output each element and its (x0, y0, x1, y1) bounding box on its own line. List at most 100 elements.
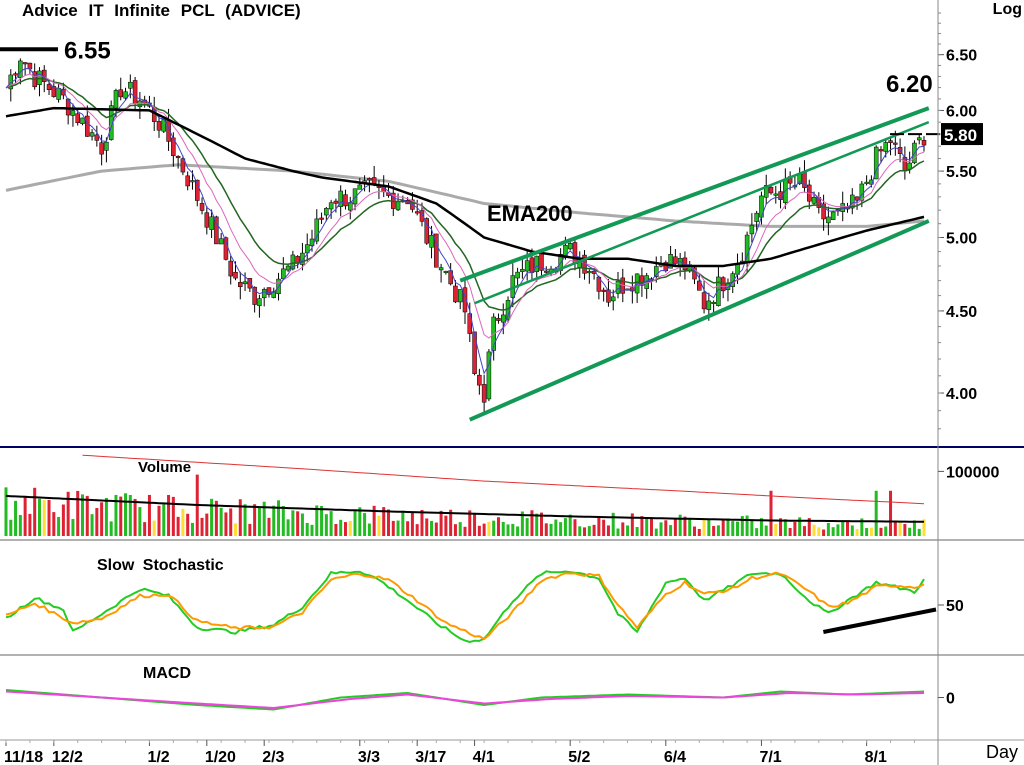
candle-body (481, 384, 487, 403)
candle-body (18, 60, 23, 78)
candle (314, 209, 320, 245)
candle-body (190, 180, 195, 183)
candle (242, 272, 248, 292)
volume-bar (583, 527, 587, 536)
candle (544, 266, 549, 274)
candle (916, 134, 922, 145)
volume-bar (788, 527, 792, 536)
candle (37, 67, 42, 97)
volume-bar (205, 513, 209, 536)
candle-body (8, 74, 14, 90)
axes: 6.50 6.00 5.50 5.00 4.50 4.00 100000 50 0 11/18 12… (4, 0, 999, 765)
candle-body (328, 202, 334, 210)
candle-body (209, 216, 214, 230)
candle-body (56, 88, 61, 100)
candle (128, 74, 133, 99)
volume-bar (865, 528, 869, 536)
x-tick-label: 6/4 (664, 749, 686, 765)
candle-body (314, 218, 320, 242)
volume-bar (707, 519, 711, 536)
volume-bar (114, 494, 118, 536)
candles (8, 58, 927, 415)
volume-bar (52, 512, 56, 536)
candle-body (486, 351, 492, 400)
volume-bar (678, 514, 682, 536)
candle-body (290, 254, 296, 270)
candle-body (888, 140, 893, 144)
volume-bar (234, 523, 237, 536)
x-tick-label: 2/3 (262, 749, 284, 765)
volume-bar (659, 522, 663, 536)
candle-body (324, 208, 329, 216)
volume-bars (4, 474, 926, 536)
volume-bar (673, 518, 677, 536)
volume-bar (224, 512, 228, 536)
volume-bar (664, 520, 668, 536)
ema-blue-line (5, 67, 925, 375)
candle (261, 287, 267, 307)
candle-body (137, 100, 143, 108)
price-tick-label: 4.50 (946, 304, 977, 321)
volume-bar (238, 499, 242, 536)
candle-body (826, 216, 831, 224)
ema-green-line (5, 77, 925, 311)
ema-pink-line (5, 73, 925, 339)
volume-bar (425, 518, 429, 536)
volume-bar (621, 522, 625, 536)
candle-body (204, 212, 210, 228)
last-price-box (941, 123, 983, 146)
channel-line-upper (459, 106, 930, 283)
volume-bar (645, 518, 649, 536)
volume-bar (28, 513, 32, 536)
volume-bar (315, 505, 319, 536)
volume-bar (841, 521, 845, 536)
x-tick-label: 3/17 (415, 749, 446, 765)
volume-bar (630, 513, 634, 536)
candle-body (266, 287, 272, 295)
volume-bar (573, 519, 577, 536)
candle-body (472, 331, 477, 374)
candle-body (281, 268, 286, 280)
volume-bar (37, 498, 41, 536)
volume-bar (473, 512, 477, 536)
candle (615, 272, 621, 299)
ema-black-line (5, 106, 925, 268)
volume-bar (95, 507, 99, 536)
volume-bar (774, 523, 778, 536)
candle (285, 264, 291, 272)
candle-body (104, 141, 109, 151)
volume-bar (382, 507, 386, 536)
candle (830, 210, 836, 220)
target-label: 6.20 (886, 71, 933, 98)
candle-body (367, 178, 372, 181)
volume-bar (879, 527, 883, 536)
candle-body (13, 73, 18, 76)
volume-bar (736, 521, 740, 536)
volume-bar (162, 504, 166, 536)
x-tick-label: 7/1 (759, 749, 781, 765)
candle (290, 250, 296, 271)
candle (496, 313, 501, 324)
volume-bar (640, 516, 644, 536)
volume-bar (343, 522, 347, 536)
price-tick-label: 6.50 (946, 48, 977, 65)
candle (816, 192, 822, 214)
candle-body (175, 156, 181, 159)
volume-bar (779, 518, 783, 536)
volume-bar (296, 511, 300, 536)
volume-bar (893, 520, 897, 536)
candle (424, 217, 429, 245)
candle-body (185, 175, 190, 187)
panel-frames (0, 446, 1024, 741)
candle-body (902, 157, 908, 172)
candle (338, 185, 343, 217)
volume-bar (415, 524, 419, 536)
candle-body (501, 314, 506, 323)
macd-title: MACD (143, 665, 191, 682)
candle-body (429, 234, 434, 248)
candle (214, 215, 219, 245)
candle (864, 175, 869, 186)
candle-body (214, 216, 219, 245)
high-label: 6.55 (64, 37, 111, 64)
